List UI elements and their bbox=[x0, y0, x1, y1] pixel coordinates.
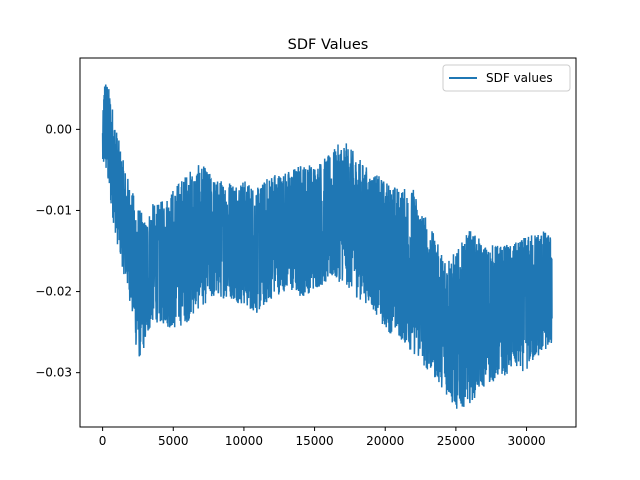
x-tick-label: 0 bbox=[99, 434, 107, 448]
series-line-sdf-values bbox=[101, 84, 553, 409]
axes: 0 5000 10000 15000 20000 25000 30000 0.00 −0.01 −… bbox=[35, 57, 577, 448]
legend-box bbox=[442, 64, 571, 92]
x-tick-label: 10000 bbox=[225, 434, 263, 448]
legend: SDF values bbox=[442, 64, 571, 92]
axes-frame bbox=[79, 57, 577, 428]
y-tick-label: −0.03 bbox=[35, 366, 72, 380]
x-tick-label: 15000 bbox=[295, 434, 333, 448]
plot-area bbox=[101, 84, 553, 409]
chart-title: SDF Values bbox=[288, 37, 369, 53]
y-tick-label: −0.02 bbox=[35, 285, 72, 299]
y-tick-label: 0.00 bbox=[45, 122, 72, 136]
x-tick-label: 20000 bbox=[366, 434, 404, 448]
x-tick-label: 5000 bbox=[158, 434, 189, 448]
x-tick-label: 25000 bbox=[437, 434, 475, 448]
x-tick-label: 30000 bbox=[507, 434, 545, 448]
legend-label-sdf-values: SDF values bbox=[486, 71, 553, 85]
y-tick-label: −0.01 bbox=[35, 203, 72, 217]
